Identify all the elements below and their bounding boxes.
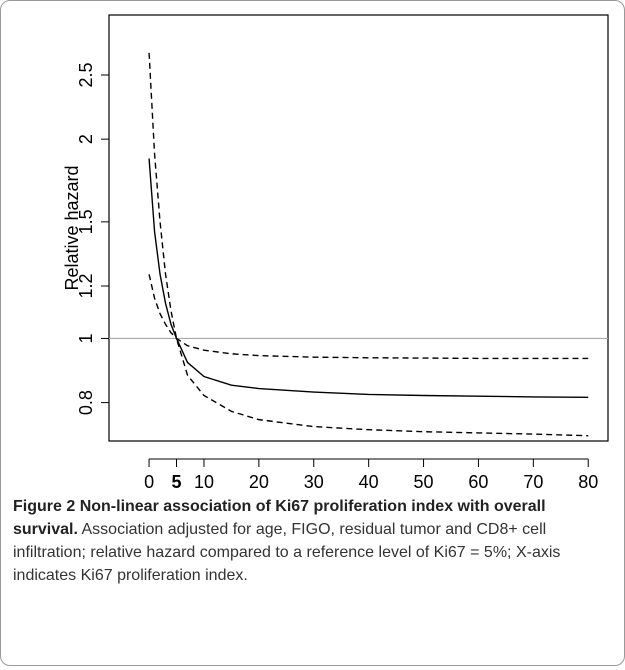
- x-tick-label: 70: [523, 472, 543, 491]
- x-tick-label: 50: [414, 472, 434, 491]
- chart: 0.811.21.522.5051020304050607080Ki67Rela…: [62, 14, 609, 491]
- y-tick-label: 1.2: [76, 274, 96, 299]
- caption: Figure 2 Non-linear association of Ki67 …: [13, 495, 613, 587]
- caption-title: Non-linear association of Ki67 prolifera…: [13, 498, 546, 538]
- dashed-line: [148, 52, 589, 437]
- dashed-line: [148, 274, 589, 360]
- y-tick-label: 1: [76, 333, 96, 343]
- x-tick-label: 60: [468, 472, 488, 491]
- caption-label: Figure 2: [13, 498, 76, 515]
- y-tick-label: 2.5: [76, 62, 96, 87]
- plot-frame: [108, 14, 609, 442]
- x-tick-label: 80: [578, 472, 598, 491]
- caption-text: Association adjusted for age, FIGO, resi…: [13, 521, 561, 584]
- x-tick-label: 40: [359, 472, 379, 491]
- x-tick-label: 0: [144, 472, 154, 491]
- x-tick-label: 10: [194, 472, 214, 491]
- x-tick-label: 20: [249, 472, 269, 491]
- y-tick-label: 0.8: [76, 390, 96, 415]
- solid-line: [148, 158, 589, 398]
- y-tick-label: 2: [76, 134, 96, 144]
- x-tick-label: 30: [304, 472, 324, 491]
- x-tick-label: 5: [172, 472, 182, 491]
- y-axis-label: Relative hazard: [62, 165, 82, 290]
- y-tick-label: 1.5: [76, 209, 96, 234]
